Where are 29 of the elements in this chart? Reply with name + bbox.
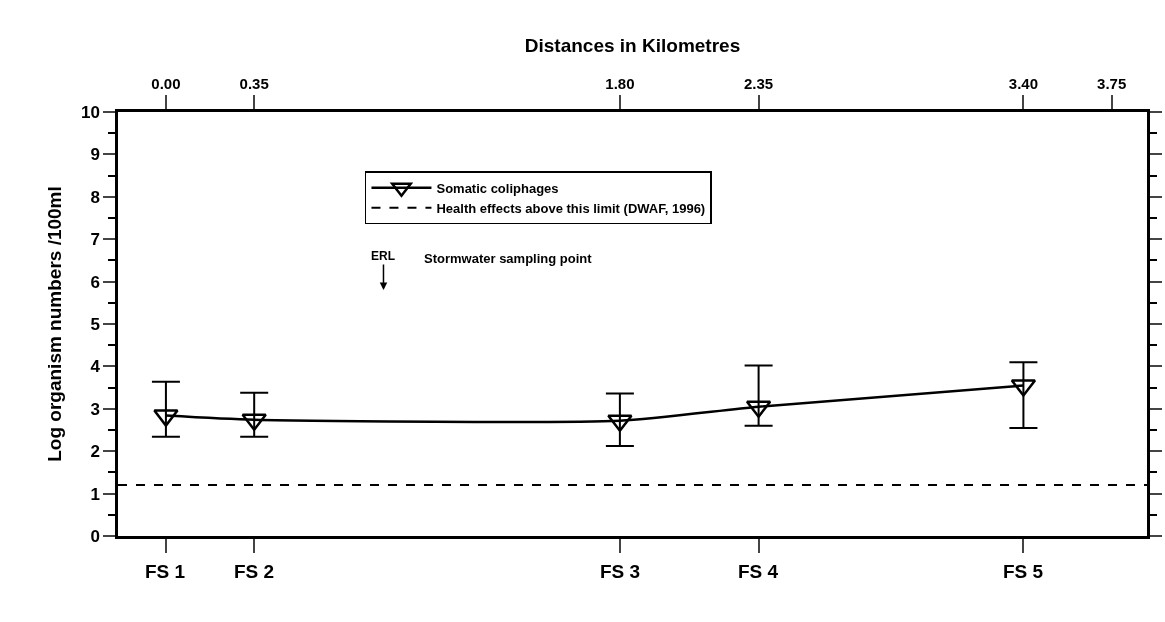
annotation: FS 3 (600, 561, 641, 582)
y-tick-label: 3 (90, 399, 100, 419)
y-tick-label: 0 (90, 526, 100, 546)
y-tick-label: 4 (90, 357, 101, 377)
y-tick-label: 5 (90, 314, 100, 334)
annotation: FS 5 (1003, 561, 1044, 582)
x-tick-label: 3.40 (1008, 75, 1039, 93)
annotation: Stormwater sampling point (424, 251, 593, 266)
legend-label: Somatic coliphages (436, 180, 559, 196)
x-axis-title: Distances in Kilometres (524, 35, 741, 57)
y-tick-label: 9 (90, 145, 100, 165)
point (241, 413, 267, 432)
annotation: ERL (371, 249, 395, 263)
annotation: FS 4 (738, 561, 779, 582)
x-tick-label: 1.80 (605, 75, 635, 93)
y-tick-label: 8 (90, 187, 100, 207)
y-tick-label: 10 (80, 102, 100, 122)
x-tick-label: 0.35 (239, 75, 269, 93)
legend-label: Health effects above this limit (DWAF, 1996) (436, 200, 706, 216)
x-tick-label: 0.00 (151, 75, 181, 93)
y-tick-label: 7 (90, 230, 100, 250)
y-tick-label: 2 (90, 442, 100, 462)
y-axis-title: Log organism numbers /100ml (43, 186, 65, 462)
y-tick-label: 1 (90, 484, 100, 504)
x-tick-label: 3.75 (1097, 75, 1127, 93)
x-tick-label: 2.35 (744, 75, 774, 93)
annotation: FS 1 (145, 561, 186, 582)
y-tick-label: 6 (90, 272, 100, 292)
annotation: FS 2 (234, 561, 275, 582)
